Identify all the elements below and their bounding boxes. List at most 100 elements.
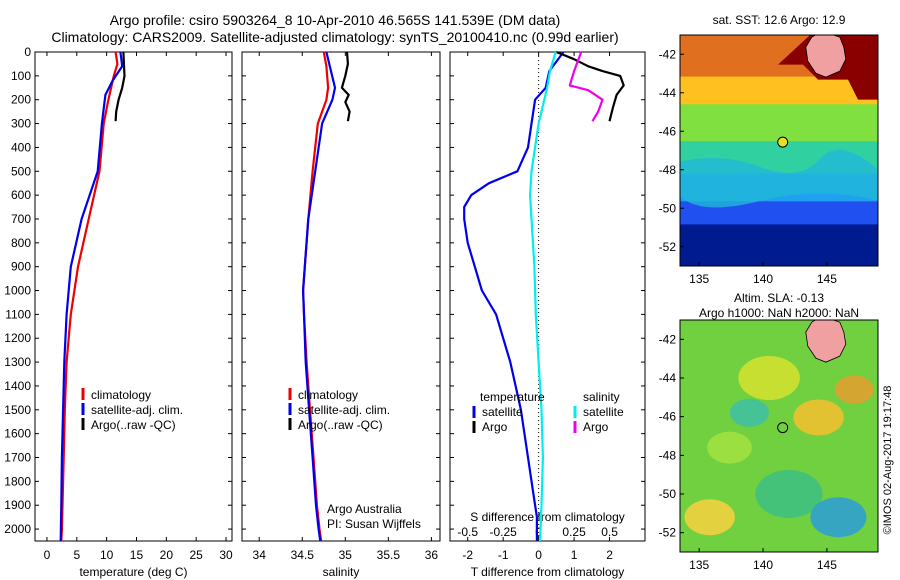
depth-tick-label: 1500 bbox=[4, 403, 31, 417]
figure-title-line2: Climatology: CARS2009. Satellite-adjuste… bbox=[51, 29, 619, 45]
salinity-argo-raw-qc--line bbox=[340, 51, 351, 122]
depth-tick-label: 500 bbox=[11, 164, 31, 178]
depth-tick-label: 300 bbox=[11, 117, 31, 131]
salinity-legend-title: salinity bbox=[583, 390, 620, 404]
difference-xtick-label: 0 bbox=[535, 548, 542, 562]
figure-title-line1: Argo profile: csiro 5903264_8 10-Apr-201… bbox=[109, 12, 561, 28]
sst_map-xtick-label: 140 bbox=[753, 272, 773, 286]
sla_map-axes-box bbox=[679, 319, 879, 553]
depth-tick-label: 400 bbox=[11, 140, 31, 154]
difference-salinity-argo-line bbox=[568, 51, 604, 122]
sst-map-title: sat. SST: 12.6 Argo: 12.9 bbox=[713, 13, 846, 27]
salinity-satellite-adj-clim--line bbox=[302, 51, 337, 542]
temperature-legend-label: Argo(..raw -QC) bbox=[91, 418, 176, 432]
difference-temperature-satellite-line bbox=[463, 51, 565, 541]
depth-tick-label: 900 bbox=[11, 260, 31, 274]
depth-tick-label: 700 bbox=[11, 212, 31, 226]
tasmania-landmass bbox=[805, 35, 847, 78]
depth-tick-label: 1200 bbox=[4, 331, 31, 345]
temperature-xtick-label: 15 bbox=[130, 548, 144, 562]
argo-position-marker bbox=[777, 422, 789, 434]
temperature-xlabel: temperature (deg C) bbox=[79, 565, 187, 579]
salinity-axes-box bbox=[241, 51, 441, 542]
salinity-legend-label: Argo(..raw -QC) bbox=[298, 418, 383, 432]
difference-temperature-argo-line bbox=[555, 50, 625, 122]
depth-tick-label: 1100 bbox=[5, 307, 31, 321]
temperature-legend-label: climatology bbox=[91, 388, 151, 402]
s-xtick-label: -0.25 bbox=[490, 525, 518, 539]
salinity-xlabel: salinity bbox=[323, 565, 360, 579]
salinity-legend-label: Argo bbox=[583, 420, 609, 434]
sla_map-image bbox=[680, 320, 878, 552]
difference-xtick-label: -1 bbox=[498, 548, 509, 562]
sla_map-xtick-label: 140 bbox=[753, 558, 773, 572]
depth-tick-label: 1000 bbox=[4, 284, 31, 298]
temperature-legend-label: satellite bbox=[482, 405, 523, 419]
difference-axes-box bbox=[449, 51, 646, 542]
timestamp-credit: ©IMOS 02-Aug-2017 19:17:48 bbox=[882, 386, 894, 535]
tasmania-landmass bbox=[805, 320, 847, 363]
s-xtick-label: 0.5 bbox=[601, 525, 618, 539]
sst_map-ytick-label: -44 bbox=[659, 86, 677, 100]
temperature-legend-label: Argo bbox=[482, 420, 508, 434]
depth-tick-label: 1600 bbox=[4, 427, 31, 441]
sla_map-ytick-label: -52 bbox=[659, 526, 677, 540]
sst_map-image bbox=[680, 35, 878, 266]
salinity-legend-label: satellite-adj. clim. bbox=[298, 403, 390, 417]
depth-tick-label: 100 bbox=[11, 69, 31, 83]
temperature-xtick-label: 10 bbox=[100, 548, 114, 562]
credit-annotation: Argo Australia bbox=[327, 502, 402, 516]
difference-xtick-label: 2 bbox=[606, 548, 613, 562]
depth-tick-label: 1800 bbox=[4, 474, 31, 488]
sla_map-xtick-label: 135 bbox=[689, 558, 709, 572]
depth-tick-label: 200 bbox=[11, 93, 31, 107]
difference-xlabel: T difference from climatology bbox=[471, 565, 625, 579]
depth-tick-label: 1300 bbox=[4, 355, 31, 369]
salinity-xtick-label: 36 bbox=[425, 548, 439, 562]
argo-position-marker bbox=[777, 136, 789, 148]
temperature-legend-label: satellite-adj. clim. bbox=[91, 403, 183, 417]
difference-salinity-satellite-line bbox=[528, 51, 557, 542]
sla_map-ytick-label: -46 bbox=[659, 410, 677, 424]
sla-map-title: Altim. SLA: -0.13 bbox=[734, 291, 824, 305]
s-xtick-label: -0.5 bbox=[457, 525, 478, 539]
temperature-xtick-label: 30 bbox=[219, 548, 233, 562]
temperature-xtick-label: 20 bbox=[160, 548, 174, 562]
s-xtick-label: 0.25 bbox=[562, 525, 586, 539]
sla_map-ytick-label: -44 bbox=[659, 371, 677, 385]
sst_map-ytick-label: -42 bbox=[659, 47, 677, 61]
sst_map-ytick-label: -52 bbox=[659, 240, 677, 254]
salinity-legend-label: climatology bbox=[298, 388, 358, 402]
s-difference-xlabel: S difference from climatology bbox=[470, 510, 625, 524]
salinity-legend-label: satellite bbox=[583, 405, 624, 419]
temperature-argo-raw-qc--line bbox=[114, 51, 126, 122]
difference-xtick-label: 1 bbox=[571, 548, 578, 562]
temperature-legend-title: temperature bbox=[480, 390, 545, 404]
depth-tick-label: 2000 bbox=[4, 522, 31, 536]
salinity-xtick-label: 35 bbox=[339, 548, 353, 562]
salinity-xtick-label: 35.5 bbox=[377, 548, 401, 562]
difference-xtick-label: -2 bbox=[462, 548, 473, 562]
temperature-satellite-adj-clim--line bbox=[59, 51, 124, 542]
temperature-xtick-label: 0 bbox=[44, 548, 51, 562]
sla_map-ytick-label: -48 bbox=[659, 448, 677, 462]
salinity-xtick-label: 34.5 bbox=[291, 548, 315, 562]
sla_map-ytick-label: -50 bbox=[659, 487, 677, 501]
sst_map-ytick-label: -50 bbox=[659, 201, 677, 215]
depth-tick-label: 0 bbox=[24, 45, 31, 59]
depth-tick-label: 600 bbox=[11, 188, 31, 202]
sst_map-xtick-label: 145 bbox=[817, 272, 837, 286]
depth-tick-label: 1400 bbox=[4, 379, 31, 393]
depth-tick-label: 1700 bbox=[4, 451, 31, 465]
sla_map-xtick-label: 145 bbox=[817, 558, 837, 572]
salinity-xtick-label: 34 bbox=[253, 548, 267, 562]
sst_map-ytick-label: -46 bbox=[659, 124, 677, 138]
sla-map-subtitle: Argo h1000: NaN h2000: NaN bbox=[699, 306, 859, 320]
temperature-xtick-label: 5 bbox=[73, 548, 80, 562]
sla_map-ytick-label: -42 bbox=[659, 332, 677, 346]
s-xtick-label: 0 bbox=[535, 525, 542, 539]
sst_map-xtick-label: 135 bbox=[689, 272, 709, 286]
temperature-axes-box bbox=[34, 51, 233, 542]
depth-tick-label: 800 bbox=[11, 236, 31, 250]
